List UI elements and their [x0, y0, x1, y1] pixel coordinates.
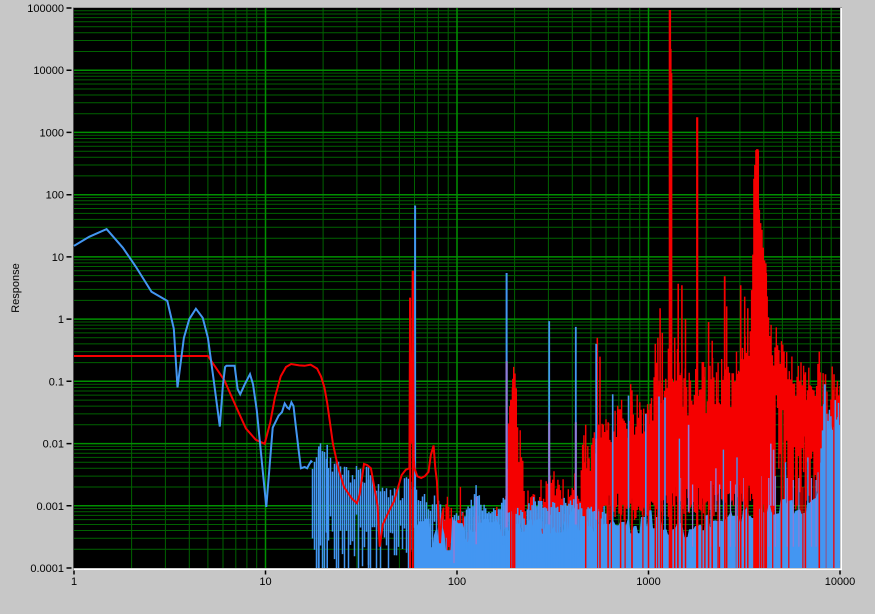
- svg-text:Response: Response: [10, 263, 22, 313]
- svg-text:1: 1: [58, 314, 64, 326]
- svg-text:0.001: 0.001: [36, 501, 64, 513]
- svg-text:1000: 1000: [636, 576, 660, 588]
- svg-text:100000: 100000: [27, 3, 64, 15]
- svg-text:10000: 10000: [825, 576, 856, 588]
- svg-text:1: 1: [71, 576, 77, 588]
- svg-text:100: 100: [448, 576, 466, 588]
- svg-text:0.01: 0.01: [43, 439, 64, 451]
- svg-text:10: 10: [259, 576, 271, 588]
- svg-text:1000: 1000: [40, 127, 64, 139]
- svg-text:10: 10: [52, 252, 64, 264]
- svg-text:0.1: 0.1: [49, 376, 64, 388]
- svg-text:0.0001: 0.0001: [30, 563, 64, 575]
- svg-text:10000: 10000: [33, 65, 64, 77]
- svg-text:100: 100: [46, 190, 64, 202]
